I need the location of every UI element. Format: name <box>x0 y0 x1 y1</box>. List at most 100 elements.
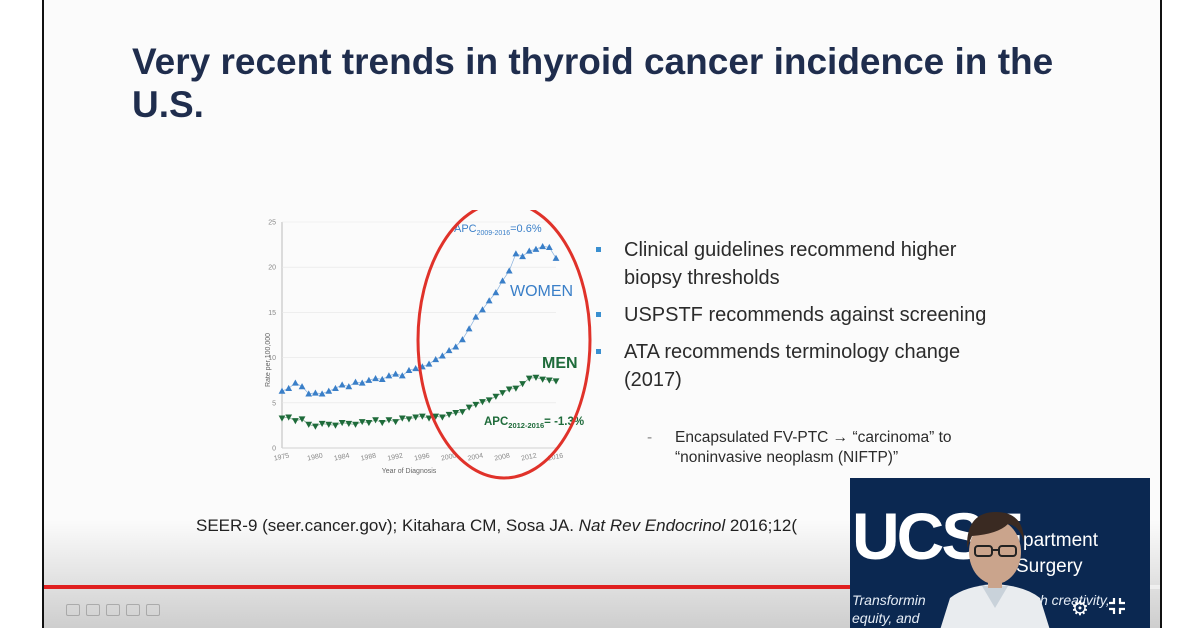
data-point-men <box>358 419 366 426</box>
x-tick-label: 1984 <box>333 452 350 462</box>
volume-icon[interactable] <box>106 604 120 616</box>
bullet-item: ATA recommends terminology change (2017) <box>594 338 1014 394</box>
data-point-women <box>345 383 353 390</box>
data-point-men <box>479 399 486 406</box>
data-point-women <box>505 267 513 274</box>
data-point-women <box>298 383 306 390</box>
data-point-men <box>505 386 513 393</box>
progress-bar-fill <box>44 585 1138 589</box>
data-point-women <box>465 325 473 332</box>
data-point-women <box>291 379 299 386</box>
data-point-women <box>365 376 373 383</box>
x-axis-label: Year of Diagnosis <box>382 468 437 475</box>
data-point-men <box>285 414 293 421</box>
data-point-women <box>425 360 433 367</box>
data-point-women <box>405 366 413 373</box>
data-point-men <box>372 417 379 424</box>
data-point-men <box>499 390 506 397</box>
data-point-women <box>285 384 293 392</box>
highlight-ellipse <box>416 210 592 480</box>
data-point-men <box>418 413 426 420</box>
women-series-label: WOMEN <box>510 283 573 300</box>
data-point-women <box>385 372 393 379</box>
data-point-men <box>472 401 480 409</box>
data-point-men <box>532 374 540 381</box>
x-tick-label: 1975 <box>273 452 290 462</box>
data-point-men <box>539 376 547 383</box>
data-point-men <box>545 377 553 384</box>
data-point-men <box>485 397 493 404</box>
data-point-women <box>452 343 460 350</box>
data-point-women <box>512 250 520 257</box>
data-point-women <box>485 297 493 304</box>
data-point-women <box>438 352 446 359</box>
y-tick-label: 10 <box>268 355 276 362</box>
data-point-women <box>278 387 286 394</box>
data-point-women <box>519 252 526 260</box>
x-tick-label: 1996 <box>414 452 431 462</box>
data-point-women <box>545 243 553 251</box>
data-point-men <box>519 381 526 388</box>
data-point-women <box>312 389 319 396</box>
video-player[interactable]: Very recent trends in thyroid cancer inc… <box>42 0 1162 628</box>
data-point-women <box>338 381 346 388</box>
speaker-webcam: UCSF partment Surgery Transformin h crea… <box>850 478 1150 628</box>
bullet-marker <box>596 349 601 354</box>
data-point-women <box>392 370 400 377</box>
data-point-men <box>278 415 286 422</box>
play-icon[interactable] <box>66 604 80 616</box>
data-point-women <box>305 390 313 397</box>
data-point-men <box>325 421 333 428</box>
data-point-women <box>525 247 533 254</box>
data-point-men <box>459 409 466 416</box>
captions-icon[interactable] <box>126 604 140 616</box>
sub-bullet: - Encapsulated FV-PTC → “carcinoma” to “… <box>647 429 952 466</box>
data-point-men <box>332 422 339 429</box>
gear-icon[interactable]: ⚙ <box>1071 598 1089 620</box>
tagline-text: Transformin <box>852 592 926 608</box>
data-point-women <box>332 384 339 392</box>
x-tick-label: 1980 <box>307 452 324 462</box>
surgery-text: Surgery <box>1016 556 1083 577</box>
data-point-men <box>492 393 500 400</box>
chart-marks <box>278 243 560 430</box>
data-point-men <box>425 415 433 422</box>
data-point-women <box>325 387 333 394</box>
y-axis-label: Rate per 100,000 <box>265 333 272 387</box>
data-point-women <box>372 374 379 382</box>
trend-line-men <box>281 377 557 427</box>
data-point-men <box>552 378 560 385</box>
data-point-men <box>512 385 520 392</box>
data-point-women <box>318 390 326 397</box>
data-point-women <box>352 378 359 385</box>
data-point-women <box>539 243 547 250</box>
bullet-marker <box>596 247 601 252</box>
x-tick-label: 1992 <box>387 452 404 462</box>
department-text: partment <box>1023 530 1098 551</box>
dash-marker: - <box>647 429 653 446</box>
y-tick-label: 20 <box>268 265 276 272</box>
data-point-women <box>472 313 480 320</box>
data-point-women <box>459 336 466 343</box>
data-point-women <box>492 289 500 296</box>
slide-title: Very recent trends in thyroid cancer inc… <box>132 41 1054 125</box>
x-tick-label: 2016 <box>547 452 564 462</box>
data-point-men <box>405 416 413 423</box>
data-point-women <box>532 245 540 252</box>
x-tick-label: 2008 <box>494 452 511 462</box>
data-point-women <box>358 379 366 386</box>
progress-bar[interactable] <box>44 585 1160 589</box>
exit-fullscreen-icon[interactable] <box>1107 596 1127 616</box>
data-point-men <box>525 375 533 382</box>
chapters-icon[interactable] <box>146 604 160 616</box>
data-point-women <box>499 277 506 284</box>
data-point-women <box>412 365 420 372</box>
data-point-men <box>338 419 346 427</box>
data-point-men <box>432 413 440 420</box>
tagline-text-right: h creativity, <box>1040 592 1110 608</box>
data-point-men <box>392 419 400 426</box>
data-point-men <box>445 411 453 418</box>
next-icon[interactable] <box>86 604 100 616</box>
data-point-men <box>312 423 319 430</box>
data-point-women <box>479 306 486 313</box>
